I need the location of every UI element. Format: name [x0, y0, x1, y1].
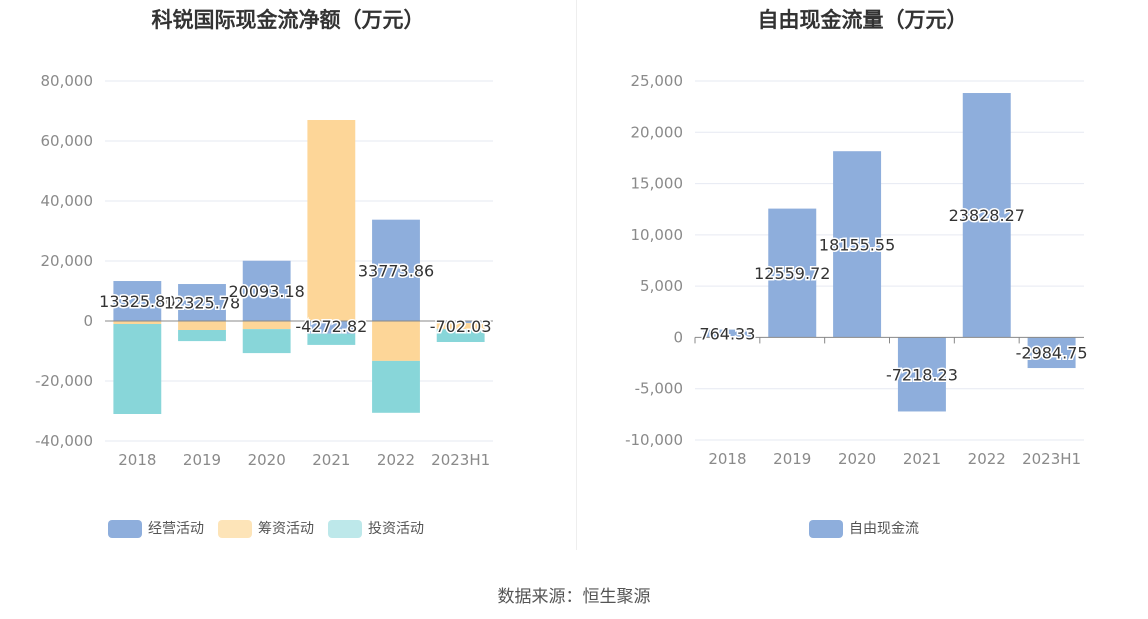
left-legend: 经营活动 筹资活动 投资活动: [108, 518, 424, 538]
divider: [576, 0, 577, 550]
bar-经营活动-2023H1: [436, 321, 485, 324]
bar-自由现金流-2018: [703, 329, 752, 338]
y-tick-label: 5,000: [640, 277, 683, 295]
bar-筹资活动-2020: [242, 321, 291, 330]
y-tick-label: 10,000: [631, 226, 684, 244]
data-label: -7218.23: [886, 365, 958, 384]
x-tick-label: 2023H1: [431, 451, 490, 469]
bar-自由现金流-2023H1: [1027, 337, 1076, 369]
y-tick-label: 60,000: [41, 132, 94, 150]
bar-筹资活动-2023H1: [436, 323, 485, 330]
y-tick-label: 40,000: [41, 192, 94, 210]
right-chart-title: 自由现金流量（万元）: [757, 8, 968, 32]
x-tick-label: 2022: [377, 451, 415, 469]
y-tick-label: -20,000: [35, 372, 93, 390]
bar-自由现金流-2022: [962, 93, 1011, 338]
y-tick-label: 20,000: [41, 252, 94, 270]
x-tick-label: 2023H1: [1022, 450, 1081, 468]
bar-经营活动-2018: [113, 281, 162, 321]
left-chart-title: 科锐国际现金流净额（万元）: [151, 8, 425, 32]
y-tick-label: 15,000: [631, 175, 684, 193]
y-tick-label: -10,000: [625, 431, 683, 449]
x-tick-label: 2021: [903, 450, 941, 468]
data-label: 764.33: [699, 324, 755, 343]
bar-投资活动-2023H1: [436, 329, 485, 343]
data-label: 12559.72: [754, 264, 830, 283]
x-tick-label: 2020: [248, 451, 286, 469]
y-tick-label: -5,000: [635, 380, 683, 398]
y-tick-label: 80,000: [41, 72, 94, 90]
bar-经营活动-2021: [307, 321, 356, 334]
legend-item-financing[interactable]: 筹资活动: [218, 518, 314, 538]
data-source: 数据来源：恒生聚源: [497, 587, 651, 607]
bar-投资活动-2020: [242, 329, 291, 354]
bar-投资活动-2019: [178, 330, 226, 342]
bar-自由现金流-2019: [768, 208, 817, 338]
x-tick-label: 2019: [773, 450, 811, 468]
x-tick-label: 2021: [312, 451, 350, 469]
data-label: -702.03: [430, 317, 492, 336]
bar-筹资活动-2018: [113, 321, 162, 324]
y-tick-label: -40,000: [35, 432, 93, 450]
bar-筹资活动-2022: [372, 321, 420, 361]
data-label: -2984.75: [1016, 344, 1088, 363]
y-tick-label: 0: [83, 312, 93, 330]
bar-自由现金流-2021: [897, 337, 946, 412]
legend-item-fcf[interactable]: 自由现金流: [809, 518, 919, 538]
bar-筹资活动-2019: [178, 321, 226, 330]
x-tick-label: 2019: [183, 451, 221, 469]
x-tick-label: 2020: [838, 450, 876, 468]
bar-筹资活动-2021: [307, 120, 356, 321]
data-label: 33773.86: [358, 261, 434, 280]
bar-经营活动-2022: [372, 219, 420, 321]
data-label: 18155.55: [819, 235, 895, 254]
data-label: 23828.27: [949, 206, 1025, 225]
y-tick-label: 0: [673, 328, 683, 346]
x-tick-label: 2018: [118, 451, 156, 469]
data-label: -4272.82: [295, 317, 367, 336]
bar-投资活动-2018: [113, 324, 162, 414]
bar-自由现金流-2020: [833, 151, 882, 338]
bar-经营活动-2019: [178, 284, 226, 321]
x-tick-label: 2022: [968, 450, 1006, 468]
legend-item-investing[interactable]: 投资活动: [328, 518, 424, 538]
legend-item-operating[interactable]: 经营活动: [108, 518, 204, 538]
bar-经营活动-2020: [242, 260, 291, 321]
bar-投资活动-2021: [307, 333, 356, 345]
right-legend: 自由现金流: [809, 518, 919, 538]
data-label: 13325.80: [99, 292, 175, 311]
y-tick-label: 25,000: [631, 72, 684, 90]
y-tick-label: 20,000: [631, 123, 684, 141]
data-label: 12325.78: [164, 294, 240, 313]
bar-投资活动-2022: [372, 360, 420, 413]
data-label: 20093.18: [228, 282, 304, 301]
x-tick-label: 2018: [708, 450, 746, 468]
